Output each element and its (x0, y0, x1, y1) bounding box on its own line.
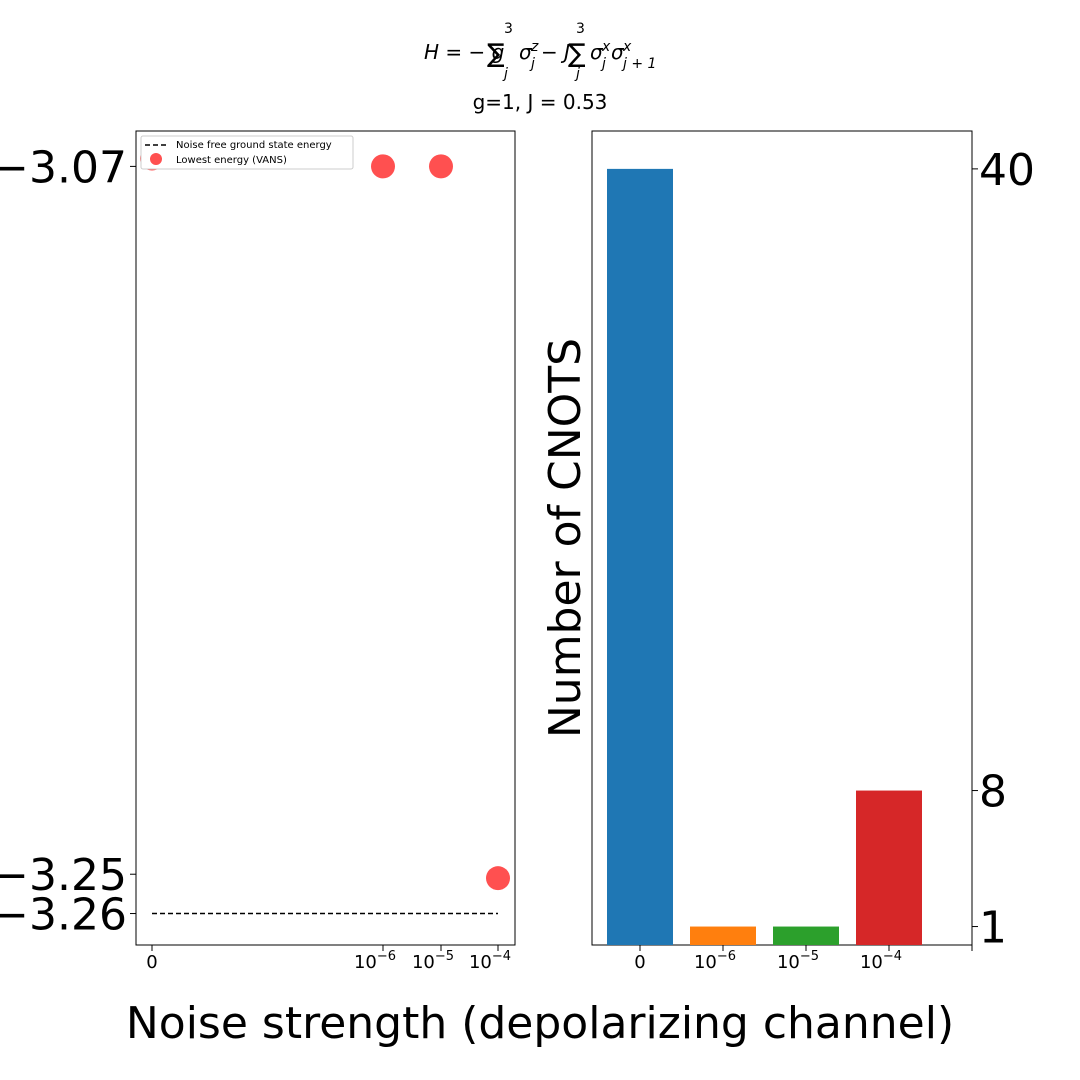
legend-label-vans: Lowest energy (VANS) (176, 155, 287, 166)
cnot-bar-panel: 40 8 1 0 10−6 10−5 10−4 Number of CNOTS (540, 130, 1035, 973)
x-tick-label: 10−6 (694, 949, 736, 973)
formula-sigma1: σ (519, 40, 533, 64)
formula-sum1: ∑ (487, 39, 505, 69)
formula-sigma2-sub: j (600, 56, 606, 72)
cnot-bar (607, 168, 673, 945)
right-chart-bars (607, 168, 922, 945)
right-y-ticks: 40 8 1 (972, 145, 1035, 954)
formula-sigma2-sup: x (601, 39, 611, 55)
formula-sum1-sup: 3 (504, 21, 513, 37)
cnot-bar (690, 926, 756, 945)
cnot-bar (773, 926, 839, 945)
formula-sigma3-sub: j + 1 (621, 56, 656, 72)
left-y-ticks: −3.07 −3.25−3.26 (0, 142, 136, 941)
right-x-ticks: 0 10−6 10−5 10−4 (634, 945, 973, 973)
x-tick-label: 10−4 (469, 949, 511, 973)
formula-sigma1-sup: z (530, 39, 539, 55)
hamiltonian-formula: H = − g ∑ 3 j σ z j − J ∑ 3 j σ x j σ x … (424, 21, 656, 82)
x-tick-label: 0 (634, 952, 645, 973)
x-tick-label: 10−5 (412, 949, 454, 973)
x-tick-label: 10−5 (777, 949, 819, 973)
x-tick-label: 10−4 (860, 949, 902, 973)
y-tick-label: −3.25 (0, 850, 127, 901)
y-tick-label: 40 (979, 145, 1035, 196)
energy-scatter-panel: −3.07 −3.25−3.26 0 10−6 10−5 10−4 Noise free… (0, 130, 516, 973)
legend-label-ground-state: Noise free ground state energy (176, 140, 332, 151)
formula-minus-j: − J (541, 40, 570, 64)
energy-point (486, 866, 510, 891)
left-axes-frame (135, 130, 516, 946)
formula-sigma1-sub: j (529, 56, 535, 72)
left-x-ticks: 0 10−6 10−5 10−4 (146, 945, 511, 973)
legend-box (140, 135, 354, 170)
legend-marker-swatch (150, 153, 162, 165)
formula-sigma2: σ (590, 40, 604, 64)
formula-sum2-sub: j (574, 66, 580, 82)
energy-point (429, 154, 453, 179)
formula-sum2-sup: 3 (576, 21, 585, 37)
formula-sigma3: σ (611, 40, 625, 64)
formula-sigma3-sup: x (622, 39, 632, 55)
y-tick-label: −3.26 (0, 890, 127, 941)
energy-point (371, 154, 395, 179)
y-tick-label: −3.07 (0, 142, 127, 193)
x-tick-label: 10−6 (354, 949, 396, 973)
legend: Noise free ground state energy Lowest en… (140, 135, 354, 170)
left-chart-marks (140, 146, 510, 915)
x-tick-label: 0 (146, 952, 157, 973)
formula-sum1-sub: j (502, 66, 508, 82)
cnot-bar (856, 790, 922, 945)
chart-title-block: H = − g ∑ 3 j σ z j − J ∑ 3 j σ x j σ x … (0, 18, 1080, 114)
y-tick-label: 1 (979, 903, 1007, 954)
chart-subtitle: g=1, J = 0.53 (472, 90, 608, 114)
y-tick-label: 8 (979, 767, 1007, 818)
x-axis-label: Noise strength (depolarizing channel) (126, 998, 954, 1049)
right-y-axis-label: Number of CNOTS (540, 338, 591, 738)
formula-lhs: H = − g (424, 40, 504, 64)
formula-sum2: ∑ (568, 39, 586, 69)
